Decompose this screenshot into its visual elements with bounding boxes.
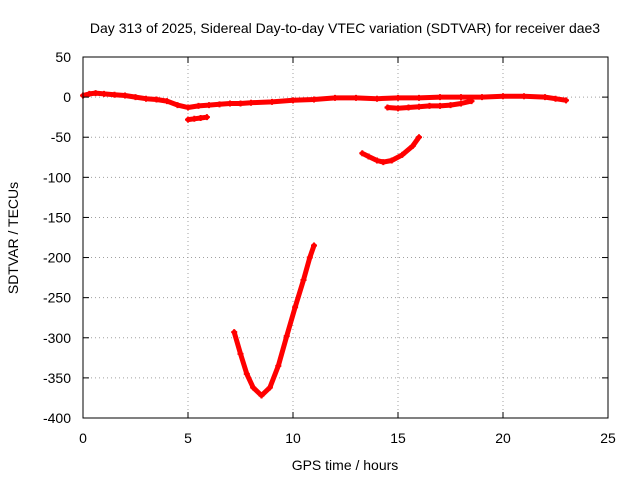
y-tick-label: -250 <box>43 290 71 306</box>
x-tick-label: 20 <box>495 430 511 446</box>
chart-title: Day 313 of 2025, Sidereal Day-to-day VTE… <box>90 20 600 36</box>
data-point <box>365 153 372 160</box>
data-point <box>416 134 422 141</box>
data-point <box>143 95 149 102</box>
data-point <box>552 95 559 102</box>
data-point <box>111 91 118 98</box>
series-line-main-trace <box>80 90 569 110</box>
data-point <box>437 102 443 109</box>
x-axis-label: GPS time / hours <box>292 457 399 473</box>
data-point <box>479 94 485 101</box>
data-point <box>237 350 244 357</box>
data-point <box>395 94 401 101</box>
data-point <box>458 100 464 107</box>
series-line-short-segment <box>185 114 210 123</box>
data-point <box>258 392 265 399</box>
data-point <box>164 98 170 105</box>
data-point <box>409 143 416 150</box>
data-point <box>353 94 359 101</box>
data-point <box>243 370 250 377</box>
series-line-deep-curve <box>231 243 317 398</box>
data-point <box>248 99 254 106</box>
data-point <box>416 94 422 101</box>
data-point <box>500 93 506 100</box>
y-tick-label: -50 <box>51 129 71 145</box>
y-tick-label: -200 <box>43 250 71 266</box>
data-point <box>405 104 412 111</box>
y-tick-label: -350 <box>43 370 71 386</box>
data-point <box>292 304 299 311</box>
grid-lines <box>83 57 608 418</box>
data-point <box>458 94 464 101</box>
data-point <box>426 102 433 109</box>
data-point <box>468 98 475 105</box>
data-point <box>416 103 422 110</box>
data-point <box>290 97 296 104</box>
data-point <box>250 384 257 391</box>
data-point <box>283 333 290 340</box>
data-point <box>185 104 191 111</box>
data-point <box>311 96 317 103</box>
y-tick-label: -150 <box>43 209 71 225</box>
data-point <box>395 105 401 112</box>
data-point <box>266 384 273 391</box>
data-point <box>174 102 181 109</box>
data-point <box>203 114 210 121</box>
data-point <box>227 100 233 107</box>
data-point <box>237 100 244 107</box>
y-tick-label: -300 <box>43 330 71 346</box>
data-point <box>300 277 307 284</box>
y-tick-label: -400 <box>43 410 71 426</box>
plot-series <box>80 90 569 399</box>
data-point <box>206 102 212 109</box>
data-point <box>122 92 128 99</box>
y-tick-label: -100 <box>43 169 71 185</box>
data-point <box>153 96 160 103</box>
data-point <box>216 101 223 108</box>
data-point <box>380 159 387 166</box>
data-point <box>332 94 338 101</box>
data-point <box>447 102 454 109</box>
data-point <box>132 94 139 101</box>
data-point <box>399 151 406 158</box>
data-point <box>197 114 204 121</box>
data-point <box>521 93 527 100</box>
data-point <box>388 157 395 164</box>
data-point <box>359 150 366 157</box>
data-point <box>101 90 107 97</box>
x-tick-label: 5 <box>184 430 192 446</box>
data-point <box>374 157 380 164</box>
data-point <box>542 94 548 101</box>
series-line-mid-curve <box>359 134 422 165</box>
data-point <box>195 102 202 109</box>
x-tick-label: 25 <box>600 430 616 446</box>
data-point <box>374 95 380 102</box>
data-point <box>231 329 238 336</box>
y-tick-label: 0 <box>63 89 71 105</box>
y-axis-label: SDTVAR / TECUs <box>5 182 21 294</box>
axis-ticks: 0 5 10 15 20 25 50 0 -50 -100 -150 -200 -250 -300 -350… <box>43 49 616 446</box>
data-point <box>185 116 191 123</box>
data-point <box>269 98 275 105</box>
data-point <box>384 104 391 111</box>
data-point <box>275 362 282 369</box>
data-point <box>563 97 569 104</box>
x-tick-label: 10 <box>285 430 301 446</box>
x-tick-label: 15 <box>390 430 406 446</box>
data-point <box>92 90 99 97</box>
y-tick-label: 50 <box>55 49 71 65</box>
data-point <box>306 254 313 261</box>
data-point <box>86 90 93 97</box>
plot-frame <box>82 56 609 419</box>
data-point <box>437 94 443 101</box>
data-point <box>311 242 317 249</box>
x-tick-label: 0 <box>79 430 87 446</box>
data-point <box>191 115 198 122</box>
